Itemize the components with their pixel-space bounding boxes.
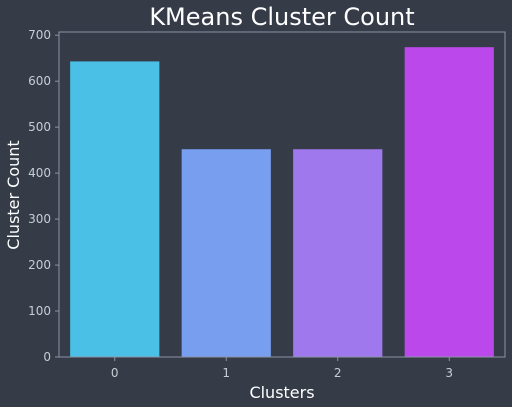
x-tick-label: 1 [222, 366, 230, 380]
x-tick-label: 2 [334, 366, 342, 380]
bar-cluster-1 [181, 149, 271, 357]
bar-cluster-0 [70, 61, 160, 358]
y-axis-label: Cluster Count [4, 140, 23, 249]
y-tick-label: 200 [28, 258, 51, 272]
y-tick-label: 700 [28, 28, 51, 42]
y-tick-label: 100 [28, 304, 51, 318]
chart-title: KMeans Cluster Count [149, 3, 414, 31]
bar-cluster-2 [293, 149, 383, 357]
y-tick-label: 500 [28, 120, 51, 134]
y-tick-label: 300 [28, 212, 51, 226]
y-tick-label: 400 [28, 166, 51, 180]
x-tick-label: 0 [111, 366, 119, 380]
y-tick-label: 0 [43, 350, 51, 364]
axes-frame [58, 31, 506, 358]
x-axis-label: Clusters [249, 383, 314, 402]
plot-area: 0 100 200 300 400 500 600 700 0 1 2 3 [28, 28, 506, 380]
x-tick-label: 3 [445, 366, 453, 380]
y-tick-label: 600 [28, 74, 51, 88]
bar-cluster-3 [404, 47, 494, 358]
